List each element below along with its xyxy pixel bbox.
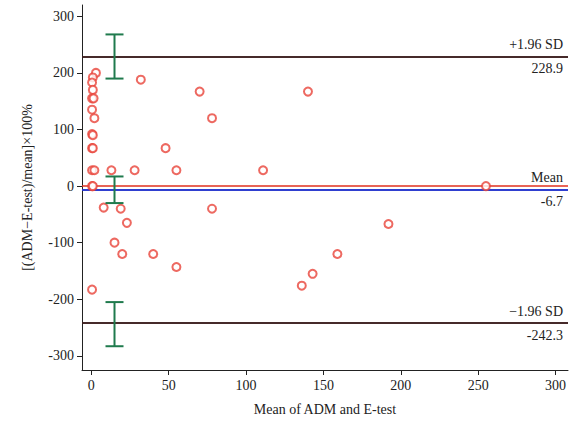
- svg-text:228.9: 228.9: [532, 61, 564, 76]
- svg-text:-6.7: -6.7: [541, 194, 563, 209]
- svg-text:0: 0: [88, 378, 95, 393]
- svg-text:300: 300: [53, 9, 74, 24]
- svg-text:Mean of ADM and E-test: Mean of ADM and E-test: [254, 402, 396, 417]
- svg-text:200: 200: [53, 65, 74, 80]
- svg-text:-100: -100: [48, 235, 74, 250]
- svg-text:100: 100: [53, 122, 74, 137]
- svg-text:−1.96 SD: −1.96 SD: [509, 304, 563, 319]
- svg-text:Mean: Mean: [531, 170, 563, 185]
- svg-text:150: 150: [313, 378, 334, 393]
- svg-text:-242.3: -242.3: [527, 328, 563, 343]
- svg-text:0: 0: [67, 179, 74, 194]
- svg-text:-200: -200: [48, 292, 74, 307]
- svg-text:50: 50: [162, 378, 176, 393]
- svg-text:-300: -300: [48, 348, 74, 363]
- svg-text:200: 200: [390, 378, 411, 393]
- svg-text:100: 100: [236, 378, 257, 393]
- svg-text:250: 250: [468, 378, 489, 393]
- svg-text:+1.96 SD: +1.96 SD: [509, 37, 563, 52]
- svg-text:300: 300: [545, 378, 566, 393]
- svg-text:[(ADM−E-test)/mean]×100%: [(ADM−E-test)/mean]×100%: [20, 104, 36, 271]
